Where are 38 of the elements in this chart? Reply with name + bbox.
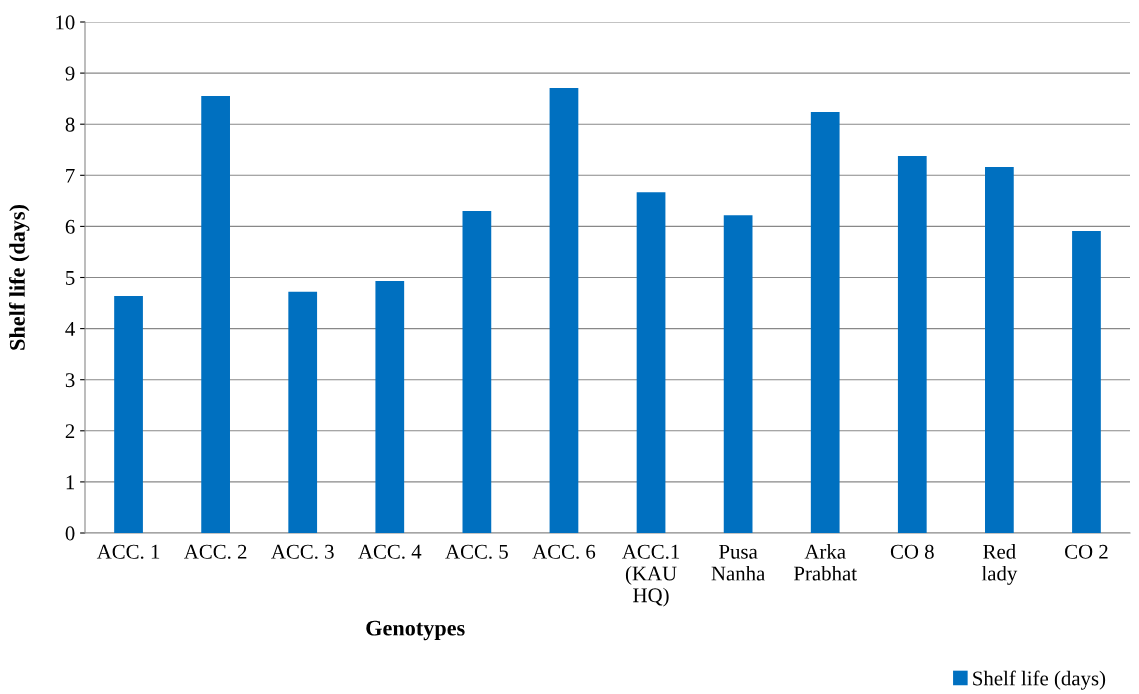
y-tick-label: 9: [65, 66, 75, 81]
y-tick-label: 4: [65, 322, 75, 336]
x-tick-label: ACC. 6: [532, 544, 596, 559]
bar: [636, 192, 666, 533]
bar: [288, 291, 318, 533]
x-tick-label: Pusa Nanha: [711, 544, 766, 581]
x-tick-label: ACC. 4: [358, 544, 422, 559]
y-tick-label: 5: [66, 271, 75, 285]
x-tick-label: CO 2: [1065, 544, 1108, 559]
y-tick-label: 2: [65, 424, 75, 439]
x-tick-label: Arka Prabhat: [793, 544, 857, 581]
y-axis-title: Shelf life (days): [9, 205, 30, 350]
legend-label: Shelf life (days): [973, 670, 1106, 690]
x-axis-title: Genotypes: [366, 620, 465, 641]
x-tick-label: ACC. 3: [271, 544, 334, 559]
y-tick-label: 8: [65, 117, 75, 132]
x-tick-label: ACC. 2: [183, 544, 247, 559]
bar: [201, 96, 230, 533]
y-tick-label: 3: [65, 373, 75, 388]
bar: [549, 87, 579, 533]
y-tick-label: 7: [66, 168, 75, 183]
bar: [462, 211, 492, 533]
y-tick-label: 0: [65, 526, 75, 541]
bar: [375, 281, 405, 533]
y-tick-label: 10: [56, 15, 75, 30]
x-tick-label: CO 8: [890, 544, 934, 559]
x-tick-label: ACC. 1: [96, 544, 160, 559]
bar: [114, 295, 143, 533]
y-tick-label: 1: [66, 475, 75, 490]
x-tick-label: Red lady: [981, 544, 1018, 585]
bar: [985, 167, 1014, 533]
y-tick-label: 6: [65, 219, 75, 234]
bar: [810, 111, 840, 533]
bar: [723, 215, 753, 533]
bar: [897, 155, 927, 533]
bar: [1072, 231, 1101, 533]
x-tick-label: ACC.1 (KAU HQ): [622, 544, 680, 607]
x-tick-label: ACC. 5: [445, 544, 508, 559]
